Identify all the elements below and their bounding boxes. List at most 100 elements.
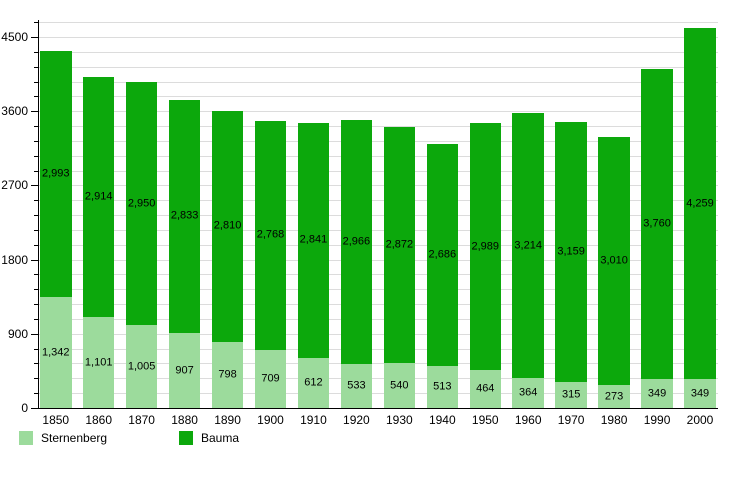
bar-segment-bauma-1870 <box>125 81 158 326</box>
bar-segment-sternenberg-1850 <box>40 297 72 408</box>
x-tick-label-1890: 1890 <box>214 413 241 427</box>
legend-item-bauma: Bauma <box>179 430 239 445</box>
bar-segment-sternenberg-1870 <box>125 325 158 408</box>
y-minor-tick <box>34 156 38 157</box>
value-label-sternenberg-1960: 364 <box>519 386 538 399</box>
y-minor-tick <box>34 96 38 97</box>
y-axis <box>38 20 39 409</box>
bar-segment-bauma-1900 <box>254 121 287 350</box>
bar-segment-sternenberg-2000 <box>684 379 716 408</box>
gridline <box>39 126 718 127</box>
value-label-bauma-1900: 2,768 <box>256 228 285 241</box>
legend-swatch-sternenberg-icon <box>19 430 33 445</box>
bar-segment-bauma-1980 <box>598 137 630 386</box>
value-label-bauma-1910: 2,841 <box>299 233 328 246</box>
y-minor-tick <box>34 274 38 275</box>
y-minor-tick <box>34 67 38 68</box>
value-label-bauma-1870: 2,950 <box>127 197 156 210</box>
y-tick-label-900: 900 <box>7 326 28 341</box>
y-minor-tick <box>34 378 38 379</box>
y-major-tick <box>31 37 38 38</box>
y-minor-tick <box>34 215 38 216</box>
value-label-sternenberg-1920: 533 <box>347 379 366 392</box>
bar-segment-bauma-1850 <box>40 50 72 298</box>
bar-segment-sternenberg-1930 <box>383 363 416 408</box>
value-label-sternenberg-1970: 315 <box>561 388 581 401</box>
gridline <box>39 82 718 83</box>
value-label-bauma-1930: 2,872 <box>385 238 414 251</box>
bar-segment-sternenberg-1960 <box>512 377 544 408</box>
gridline <box>39 22 718 23</box>
x-axis <box>38 408 718 409</box>
gridline <box>39 289 718 290</box>
bar-segment-sternenberg-1940 <box>426 365 459 408</box>
y-tick-label-0: 0 <box>21 401 28 415</box>
bar-segment-bauma-1940 <box>426 144 459 366</box>
gridline <box>39 171 718 172</box>
bar-segment-sternenberg-1920 <box>340 364 373 408</box>
x-tick-label-1970: 1970 <box>557 413 585 427</box>
x-tick-label-1930: 1930 <box>385 413 413 427</box>
y-minor-tick <box>34 52 38 53</box>
value-label-bauma-1920: 2,966 <box>342 235 371 248</box>
bar-segment-bauma-1920 <box>340 119 373 365</box>
y-minor-tick <box>34 363 38 364</box>
y-minor-tick <box>34 393 38 394</box>
value-label-bauma-1960: 3,214 <box>514 239 542 251</box>
gridline <box>39 230 718 231</box>
value-label-sternenberg-1990: 349 <box>647 387 667 400</box>
y-major-tick <box>31 408 38 409</box>
gridline <box>39 304 718 305</box>
y-minor-tick <box>34 171 38 172</box>
x-tick-label-1880: 1880 <box>171 413 198 427</box>
bar-segment-sternenberg-1980 <box>598 385 630 408</box>
value-label-bauma-2000: 4,259 <box>686 197 714 210</box>
y-minor-tick <box>34 304 38 305</box>
value-label-bauma-1850: 2,993 <box>41 167 70 180</box>
gridline <box>39 319 718 320</box>
bar-segment-sternenberg-1900 <box>254 349 287 408</box>
value-label-sternenberg-1860: 1,101 <box>84 356 113 369</box>
y-tick-label-3600: 3600 <box>1 104 28 119</box>
y-minor-tick <box>34 82 38 83</box>
y-major-tick <box>31 111 38 112</box>
x-tick-label-1960: 1960 <box>514 413 542 427</box>
bar-segment-bauma-1860 <box>82 76 115 318</box>
bar-segment-sternenberg-1910 <box>297 357 330 408</box>
y-minor-tick <box>34 22 38 23</box>
value-label-sternenberg-1910: 612 <box>304 376 323 389</box>
gridline <box>39 378 718 379</box>
gridline <box>39 111 718 112</box>
value-label-sternenberg-1870: 1,005 <box>127 360 156 373</box>
y-minor-tick <box>34 200 38 201</box>
x-tick-label-1900: 1900 <box>257 413 284 427</box>
y-minor-tick <box>34 319 38 320</box>
value-label-sternenberg-1980: 273 <box>604 390 624 403</box>
x-tick-label-1950: 1950 <box>471 413 499 427</box>
value-label-sternenberg-1950: 464 <box>476 382 495 395</box>
x-tick-label-1850: 1850 <box>42 413 70 427</box>
bar-segment-sternenberg-1990 <box>641 379 673 408</box>
x-tick-label-1990: 1990 <box>643 413 671 427</box>
y-minor-tick <box>34 141 38 142</box>
x-tick-label-1940: 1940 <box>428 413 456 427</box>
gridline <box>39 141 718 142</box>
value-label-sternenberg-1930: 540 <box>390 379 409 392</box>
y-major-tick <box>31 185 38 186</box>
bar-segment-bauma-1910 <box>297 123 330 358</box>
value-label-bauma-1940: 2,686 <box>428 248 457 261</box>
x-tick-label-2000: 2000 <box>686 413 714 427</box>
bar-segment-bauma-1890 <box>211 110 244 343</box>
value-label-bauma-1990: 3,760 <box>643 217 671 230</box>
gridline <box>39 363 718 364</box>
x-tick-label-1860: 1860 <box>85 413 113 427</box>
y-major-tick <box>31 260 38 261</box>
bar-segment-bauma-1960 <box>512 113 544 378</box>
legend-label-sternenberg: Sternenberg <box>41 430 108 445</box>
y-tick-label-2700: 2700 <box>1 178 28 193</box>
bar-segment-bauma-1930 <box>383 126 416 364</box>
value-label-sternenberg-1880: 907 <box>175 364 194 377</box>
y-minor-tick <box>34 245 38 246</box>
value-label-bauma-1860: 2,914 <box>84 190 113 203</box>
